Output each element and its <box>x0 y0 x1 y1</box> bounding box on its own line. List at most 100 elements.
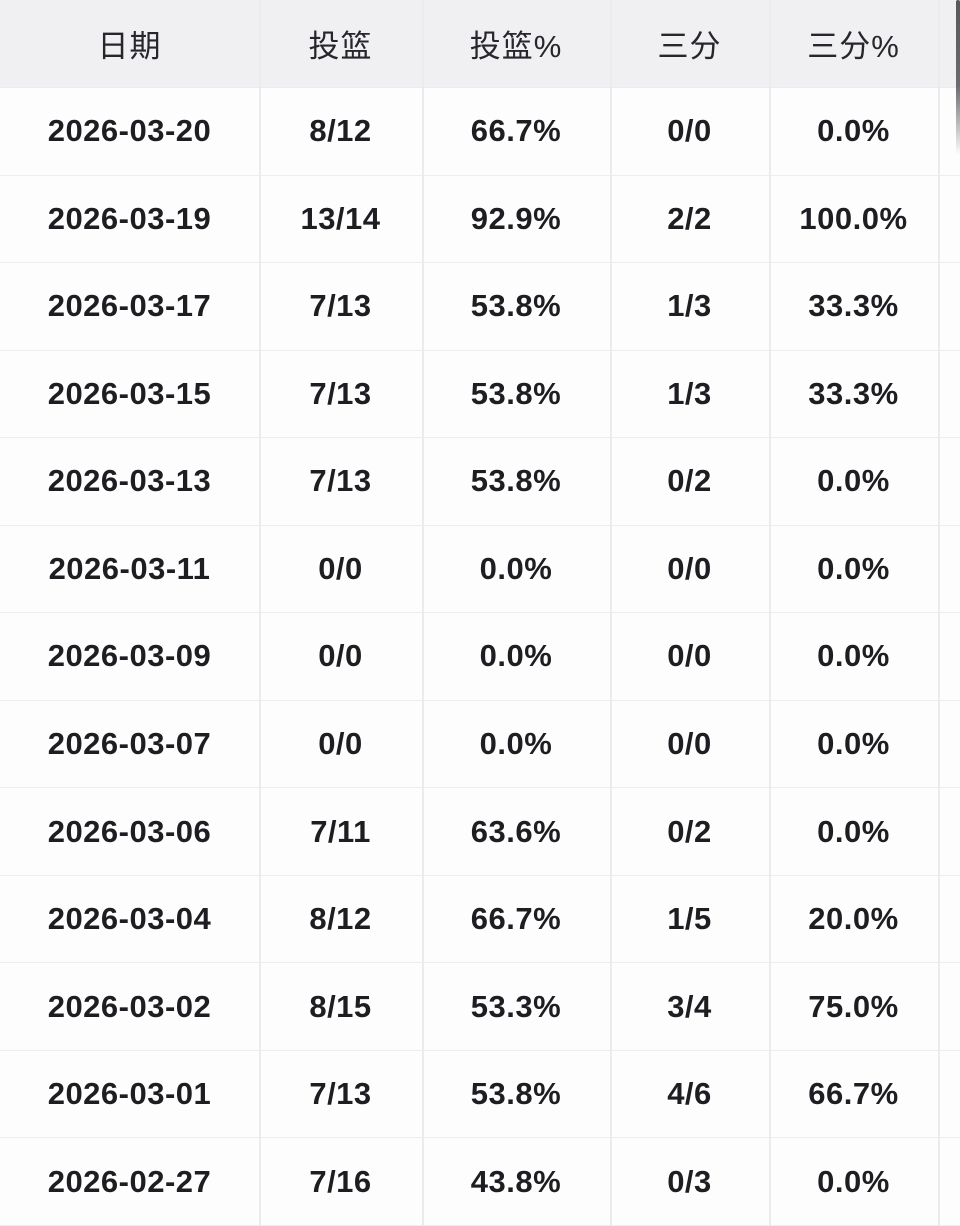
cell-three-pct: 0.0% <box>817 813 890 849</box>
header-three-pt: 三分 <box>657 29 722 64</box>
table-row: 2026-03-01 7/13 53.8% 4/6 66.7% <box>0 1050 960 1139</box>
cell-three-pct: 33.3% <box>808 375 899 411</box>
cell-fg-pct: 66.7% <box>470 113 562 149</box>
cell-fg-pct: 66.7% <box>470 901 562 937</box>
cell-date: 2026-03-04 <box>47 901 212 937</box>
cell-fg: 0/0 <box>318 638 363 674</box>
cell-overflow <box>938 263 960 350</box>
cell-overflow <box>938 788 960 875</box>
cell-fg-pct: 53.8% <box>470 1076 562 1112</box>
cell-date: 2026-03-20 <box>47 113 212 149</box>
cell-date: 2026-02-27 <box>47 1163 212 1199</box>
cell-fg: 8/15 <box>309 988 372 1024</box>
cell-three-pct: 33.3% <box>808 288 899 324</box>
cell-fg-pct: 92.9% <box>470 200 562 236</box>
table-row: 2026-03-17 7/13 53.8% 1/3 33.3% <box>0 263 960 351</box>
cell-fg: 0/0 <box>318 725 363 761</box>
column-divider <box>938 0 940 1226</box>
table-row: 2026-03-20 8/12 66.7% 0/0 0.0% <box>0 88 960 176</box>
scrollbar-thumb[interactable] <box>956 0 960 155</box>
cell-three-pct: 0.0% <box>817 1163 890 1199</box>
cell-three-pct: 75.0% <box>808 988 899 1024</box>
cell-overflow <box>938 176 960 263</box>
cell-overflow <box>938 1051 960 1138</box>
cell-fg-pct: 0.0% <box>479 638 553 674</box>
column-divider <box>422 0 424 1226</box>
cell-three-pct: 0.0% <box>817 725 890 761</box>
cell-date: 2026-03-02 <box>47 988 212 1024</box>
cell-three-pt: 0/0 <box>667 113 712 149</box>
table-row: 2026-03-11 0/0 0.0% 0/0 0.0% <box>0 525 960 614</box>
header-date: 日期 <box>97 29 162 64</box>
cell-three-pt: 1/3 <box>667 375 712 411</box>
cell-fg-pct: 53.3% <box>470 988 562 1024</box>
cell-three-pct: 20.0% <box>808 901 899 937</box>
cell-fg: 8/12 <box>309 113 372 149</box>
table-row: 2026-03-06 7/11 63.6% 0/2 0.0% <box>0 788 960 876</box>
cell-three-pt: 0/3 <box>667 1163 712 1199</box>
column-divider <box>769 0 771 1226</box>
cell-overflow <box>938 963 960 1050</box>
cell-three-pt: 2/2 <box>667 200 712 236</box>
cell-date: 2026-03-07 <box>47 725 212 761</box>
cell-date: 2026-03-09 <box>47 638 212 674</box>
cell-fg-pct: 43.8% <box>470 1163 562 1199</box>
header-fg: 投篮 <box>308 29 373 64</box>
cell-fg-pct: 53.8% <box>470 463 562 499</box>
cell-date: 2026-03-15 <box>47 375 212 411</box>
table-row: 2026-03-13 7/13 53.8% 0/2 0.0% <box>0 438 960 526</box>
column-divider <box>610 0 612 1226</box>
cell-fg-pct: 53.8% <box>470 288 562 324</box>
header-three-pct: 三分% <box>807 29 900 64</box>
cell-fg: 8/12 <box>309 901 372 937</box>
cell-overflow <box>938 526 960 613</box>
cell-fg: 7/13 <box>309 1076 372 1112</box>
cell-three-pct: 0.0% <box>817 463 890 499</box>
cell-date: 2026-03-06 <box>47 813 212 849</box>
cell-overflow <box>938 613 960 700</box>
cell-three-pct: 66.7% <box>808 1076 899 1112</box>
cell-date: 2026-03-13 <box>47 463 212 499</box>
table-row: 2026-02-27 7/16 43.8% 0/3 0.0% <box>0 1138 960 1226</box>
cell-three-pct: 0.0% <box>817 113 890 149</box>
cell-three-pt: 3/4 <box>667 988 712 1024</box>
cell-three-pt: 1/5 <box>667 901 712 937</box>
table-row: 2026-03-09 0/0 0.0% 0/0 0.0% <box>0 613 960 701</box>
cell-fg: 7/13 <box>309 288 372 324</box>
cell-fg: 13/14 <box>300 200 381 236</box>
table-row: 2026-03-15 7/13 53.8% 1/3 33.3% <box>0 350 960 439</box>
header-fg-pct: 投篮% <box>469 29 563 64</box>
table-body: 2026-03-20 8/12 66.7% 0/0 0.0% 2026-03-19 13/1… <box>0 88 960 1226</box>
cell-three-pct: 0.0% <box>817 638 890 674</box>
cell-fg-pct: 53.8% <box>470 375 562 411</box>
cell-overflow <box>938 701 960 788</box>
cell-three-pt: 0/0 <box>667 550 712 586</box>
cell-overflow <box>938 1138 960 1225</box>
cell-three-pct: 100.0% <box>799 200 908 236</box>
cell-fg-pct: 0.0% <box>479 725 553 761</box>
cell-three-pt: 0/2 <box>667 813 712 849</box>
cell-three-pt: 0/2 <box>667 463 712 499</box>
cell-three-pct: 0.0% <box>817 550 890 586</box>
cell-fg: 7/16 <box>309 1163 372 1199</box>
cell-overflow <box>938 438 960 525</box>
cell-date: 2026-03-11 <box>48 550 211 586</box>
table-row: 2026-03-02 8/15 53.3% 3/4 75.0% <box>0 963 960 1051</box>
cell-fg: 7/13 <box>309 463 372 499</box>
cell-three-pt: 4/6 <box>667 1076 712 1112</box>
cell-fg: 7/11 <box>310 813 371 849</box>
cell-three-pt: 1/3 <box>667 288 712 324</box>
table-row: 2026-03-04 8/12 66.7% 1/5 20.0% <box>0 875 960 964</box>
cell-date: 2026-03-01 <box>47 1076 212 1112</box>
table-row: 2026-03-07 0/0 0.0% 0/0 0.0% <box>0 700 960 789</box>
cell-fg: 7/13 <box>309 375 372 411</box>
column-divider <box>259 0 261 1226</box>
cell-date: 2026-03-19 <box>47 200 212 236</box>
cell-overflow <box>938 876 960 963</box>
cell-date: 2026-03-17 <box>47 288 212 324</box>
cell-fg: 0/0 <box>318 550 363 586</box>
table-row: 2026-03-19 13/14 92.9% 2/2 100.0% <box>0 175 960 264</box>
cell-fg-pct: 0.0% <box>479 550 553 586</box>
cell-overflow <box>938 351 960 438</box>
